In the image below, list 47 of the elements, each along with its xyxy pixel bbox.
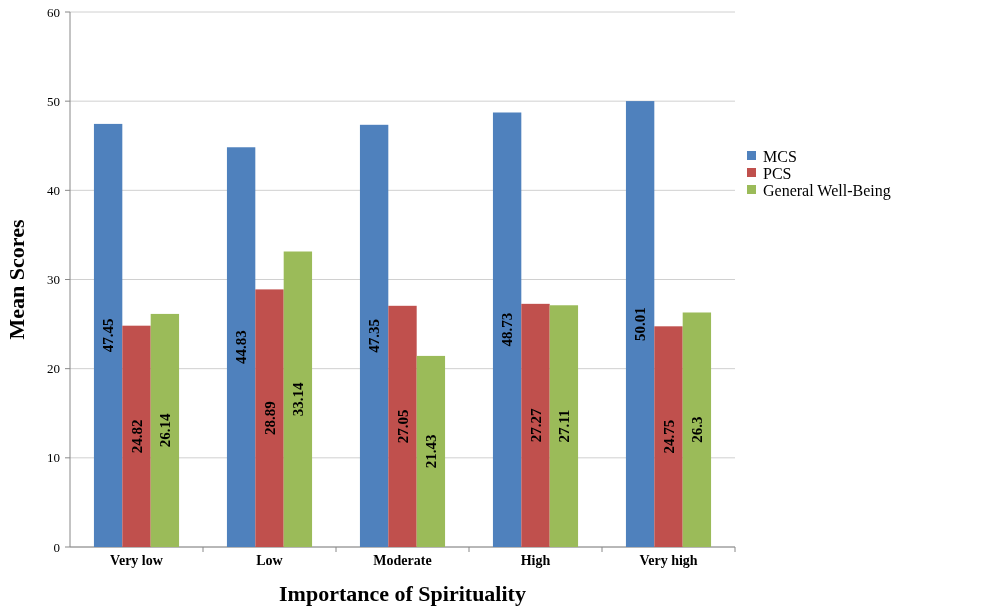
bar bbox=[283, 251, 313, 547]
data-label: 48.73 bbox=[499, 312, 516, 347]
y-tick-label: 0 bbox=[53, 539, 60, 555]
bar bbox=[388, 305, 417, 547]
data-label: 47.35 bbox=[366, 319, 383, 353]
y-tick-label: 30 bbox=[47, 272, 60, 287]
y-tick-label: 10 bbox=[47, 450, 60, 466]
y-axis-title: Mean Scores bbox=[4, 219, 29, 340]
data-label: 21.43 bbox=[422, 434, 439, 469]
data-label: 26.14 bbox=[156, 413, 173, 448]
x-tick-label: High bbox=[520, 553, 551, 568]
bar bbox=[226, 147, 256, 547]
bar bbox=[492, 112, 522, 547]
legend-label: General Well-Being bbox=[763, 181, 891, 200]
legend-label: MCS bbox=[763, 147, 797, 165]
data-label: 44.83 bbox=[233, 330, 250, 365]
data-label: 27.27 bbox=[527, 408, 544, 443]
x-tick-label: Low bbox=[256, 553, 284, 568]
data-label: 33.14 bbox=[289, 381, 306, 417]
x-axis-title: Importance of Spirituality bbox=[279, 581, 526, 606]
bar bbox=[93, 123, 123, 547]
y-tick-label: 60 bbox=[47, 4, 60, 20]
y-tick-label: 40 bbox=[47, 182, 60, 198]
bar bbox=[359, 124, 389, 547]
data-label: 28.89 bbox=[261, 401, 278, 436]
legend-label: PCS bbox=[763, 164, 792, 182]
data-label: 24.82 bbox=[128, 419, 145, 454]
data-label: 24.75 bbox=[660, 419, 677, 454]
bar bbox=[521, 303, 550, 547]
x-tick-label: Very low bbox=[110, 553, 164, 568]
bar bbox=[122, 325, 151, 547]
bar bbox=[549, 305, 579, 547]
bar bbox=[150, 313, 180, 547]
bar bbox=[654, 326, 683, 547]
bar bbox=[416, 355, 446, 547]
data-label: 26.3 bbox=[688, 416, 705, 443]
x-tick-label: Very high bbox=[639, 553, 698, 568]
data-label: 27.05 bbox=[394, 409, 411, 444]
data-label: 47.45 bbox=[100, 318, 117, 353]
bar bbox=[255, 289, 284, 547]
x-tick-label: Moderate bbox=[373, 553, 432, 568]
bar bbox=[625, 101, 655, 547]
bar bbox=[682, 312, 712, 547]
data-label: 50.01 bbox=[632, 307, 649, 341]
y-tick-label: 50 bbox=[47, 93, 60, 109]
y-tick-label: 20 bbox=[47, 361, 60, 377]
data-label: 27.11 bbox=[555, 409, 572, 443]
